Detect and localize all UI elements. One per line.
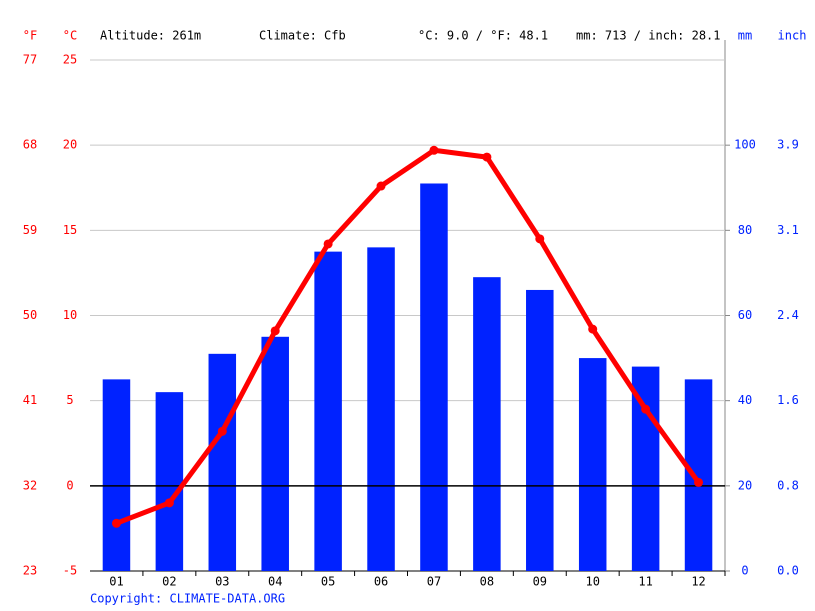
x-tick-label: 07 (427, 575, 441, 589)
y2-tick-label: 100 (734, 138, 756, 152)
y2-tick-label: 20 (738, 478, 752, 492)
temperature-point (164, 498, 174, 508)
x-tick-label: 12 (691, 575, 705, 589)
precip-bar (208, 353, 237, 571)
y-f-tick-label: 23 (23, 564, 37, 578)
y2-inch-tick-label: 1.6 (777, 393, 799, 407)
y-f-tick-label: 59 (23, 223, 37, 237)
precip-bar (473, 277, 501, 571)
y-f-tick-label: 41 (23, 393, 37, 407)
precip-bar (155, 392, 184, 571)
precip-bar (314, 251, 342, 571)
precip-bar (631, 366, 660, 571)
x-tick-label: 03 (215, 575, 229, 589)
precip-bar (102, 379, 131, 571)
x-tick-label: 04 (268, 575, 282, 589)
x-tick-label: 08 (480, 575, 494, 589)
precip-bar (526, 289, 554, 571)
y-tick-label: 20 (63, 138, 77, 152)
y2-inch-tick-label: 0.8 (777, 478, 799, 492)
unit-c: °C (63, 29, 77, 43)
temp-summary: °C: 9.0 / °F: 48.1 (418, 29, 548, 43)
y2-inch-tick-label: 2.4 (777, 308, 799, 322)
x-tick-label: 05 (321, 575, 335, 589)
temperature-point (482, 152, 492, 162)
y-tick-label: 15 (63, 223, 77, 237)
copyright: Copyright: CLIMATE-DATA.ORG (90, 592, 285, 606)
y-f-tick-label: 32 (23, 478, 37, 492)
temperature-point (535, 234, 545, 244)
temperature-point (376, 181, 386, 191)
x-tick-label: 10 (585, 575, 599, 589)
temperature-line (115, 147, 701, 526)
temperature-point (270, 326, 280, 336)
y-tick-label: 5 (66, 393, 73, 407)
altitude: Altitude: 261m (100, 29, 201, 43)
y2-tick-label: 0 (741, 564, 748, 578)
y-f-tick-label: 68 (23, 138, 37, 152)
temperature-point (641, 404, 651, 414)
y-tick-label: 0 (66, 478, 73, 492)
x-tick-label: 11 (638, 575, 652, 589)
temperature-point (111, 518, 121, 528)
y-tick-label: 25 (63, 53, 77, 67)
y2-tick-label: 80 (738, 223, 752, 237)
temperature-point (217, 426, 227, 436)
temperature-point (694, 477, 704, 487)
y2-inch-tick-label: 0.0 (777, 564, 799, 578)
temperature-point (588, 324, 598, 334)
climate: Climate: Cfb (259, 29, 346, 43)
y-f-tick-label: 77 (23, 53, 37, 67)
y2-tick-label: 40 (738, 393, 752, 407)
unit-inch: inch (778, 29, 807, 43)
x-tick-label: 06 (374, 575, 388, 589)
precip-summary: mm: 713 / inch: 28.1 (576, 29, 721, 43)
precip-bar (578, 358, 607, 571)
x-tick-label: 09 (533, 575, 547, 589)
y-tick-label: -5 (63, 564, 77, 578)
temperature-point (429, 145, 439, 155)
precip-bar (261, 336, 289, 571)
y-tick-label: 10 (63, 308, 77, 322)
y2-tick-label: 60 (738, 308, 752, 322)
precip-bar (420, 183, 448, 571)
unit-mm: mm (738, 29, 752, 43)
unit-f: °F (23, 29, 37, 43)
y2-inch-tick-label: 3.9 (777, 138, 799, 152)
y2-inch-tick-label: 3.1 (777, 223, 799, 237)
x-tick-label: 01 (109, 575, 123, 589)
y-f-tick-label: 50 (23, 308, 37, 322)
precip-bar (367, 247, 395, 571)
temperature-point (323, 239, 333, 249)
precip-bar (684, 379, 713, 571)
x-tick-label: 02 (162, 575, 176, 589)
